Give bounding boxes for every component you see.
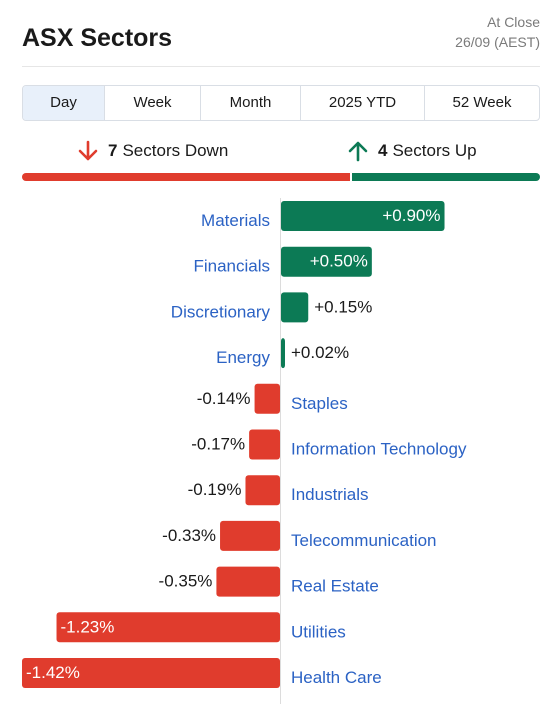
value-label-10: -1.42%	[26, 663, 80, 682]
ratio-bar-down	[22, 173, 350, 181]
chart-zero-axis	[280, 198, 281, 704]
bar-3	[281, 338, 285, 369]
header-divider	[22, 66, 540, 67]
arrow-up-icon	[348, 141, 368, 162]
value-label-1: +0.50%	[310, 252, 368, 271]
sectors-up-count: 4	[378, 141, 388, 160]
category-label-10: Health Care	[291, 668, 382, 687]
category-label-4: Staples	[291, 394, 348, 413]
sectors-up-summary: 4 Sectors Up	[348, 140, 477, 162]
category-label-7: Telecommunication	[291, 531, 437, 550]
value-label-4: -0.14%	[197, 389, 251, 408]
value-label-6: -0.19%	[188, 480, 242, 499]
page-title: ASX Sectors	[22, 24, 173, 52]
arrow-down-icon	[78, 140, 98, 161]
value-label-8: -0.35%	[159, 572, 213, 591]
value-label-0: +0.90%	[382, 206, 440, 225]
bar-6	[245, 475, 280, 506]
status-label: At Close	[487, 14, 540, 30]
category-label-1: Financials	[193, 257, 270, 276]
sector-performance-chart: +0.90% Materials +0.50% Financials +0.15% Dis…	[22, 201, 467, 688]
bar-9	[56, 612, 281, 643]
value-label-5: -0.17%	[191, 435, 245, 454]
up-down-ratio-bar	[22, 173, 540, 181]
sectors-down-summary: 7 Sectors Down	[78, 140, 228, 162]
tab-52-week[interactable]: 52 Week	[452, 94, 512, 111]
sectors-down-label: Sectors Down	[122, 141, 229, 160]
bar-2	[281, 292, 309, 323]
bar-8	[216, 566, 280, 597]
tab-month[interactable]: Month	[201, 86, 301, 120]
sectors-up-label: Sectors Up	[392, 141, 477, 160]
value-label-7: -0.33%	[162, 526, 216, 545]
tab-day[interactable]: Day	[23, 86, 105, 120]
bar-5	[249, 429, 280, 460]
category-label-6: Industrials	[291, 485, 368, 504]
value-label-2: +0.15%	[314, 297, 372, 316]
bar-10	[22, 658, 280, 688]
market-status: At Close 26/09 (AEST)	[455, 12, 540, 52]
bar-0	[281, 201, 445, 231]
tab-ytd[interactable]: 2025 YTD	[301, 86, 425, 120]
category-label-2: Discretionary	[171, 302, 271, 321]
value-label-9: -1.23%	[61, 617, 115, 636]
status-timestamp: 26/09 (AEST)	[455, 34, 540, 50]
category-label-0: Materials	[201, 211, 270, 230]
bar-7	[220, 520, 280, 551]
bar-4	[254, 383, 280, 414]
category-label-8: Real Estate	[291, 577, 379, 596]
category-label-3: Energy	[216, 348, 270, 367]
ratio-bar-up	[352, 173, 540, 181]
period-tabs: Day Week Month 2025 YTD 52 Week	[22, 85, 540, 121]
sectors-down-count: 7	[108, 141, 118, 160]
category-label-9: Utilities	[291, 622, 346, 641]
value-label-3: +0.02%	[291, 343, 349, 362]
bar-1	[281, 246, 372, 277]
category-label-5: Information Technology	[291, 440, 467, 459]
tab-week[interactable]: Week	[105, 86, 201, 120]
